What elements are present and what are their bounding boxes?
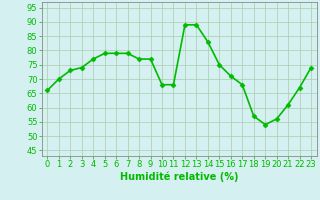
X-axis label: Humidité relative (%): Humidité relative (%) [120,172,238,182]
